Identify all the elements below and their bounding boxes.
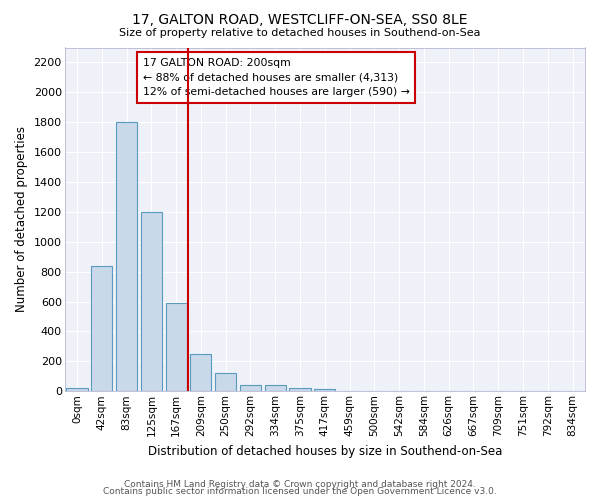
Bar <box>166 303 187 392</box>
Bar <box>289 388 311 392</box>
Y-axis label: Number of detached properties: Number of detached properties <box>15 126 28 312</box>
Bar <box>91 266 112 392</box>
Bar <box>116 122 137 392</box>
Bar <box>265 386 286 392</box>
Text: Contains HM Land Registry data © Crown copyright and database right 2024.: Contains HM Land Registry data © Crown c… <box>124 480 476 489</box>
Bar <box>190 354 211 392</box>
Text: 17, GALTON ROAD, WESTCLIFF-ON-SEA, SS0 8LE: 17, GALTON ROAD, WESTCLIFF-ON-SEA, SS0 8… <box>132 12 468 26</box>
Text: Contains public sector information licensed under the Open Government Licence v3: Contains public sector information licen… <box>103 488 497 496</box>
Bar <box>215 372 236 392</box>
Text: 17 GALTON ROAD: 200sqm
← 88% of detached houses are smaller (4,313)
12% of semi-: 17 GALTON ROAD: 200sqm ← 88% of detached… <box>143 58 410 98</box>
Bar <box>240 384 261 392</box>
Bar <box>314 389 335 392</box>
Bar <box>67 388 88 392</box>
Text: Size of property relative to detached houses in Southend-on-Sea: Size of property relative to detached ho… <box>119 28 481 38</box>
Bar <box>141 212 162 392</box>
X-axis label: Distribution of detached houses by size in Southend-on-Sea: Distribution of detached houses by size … <box>148 444 502 458</box>
